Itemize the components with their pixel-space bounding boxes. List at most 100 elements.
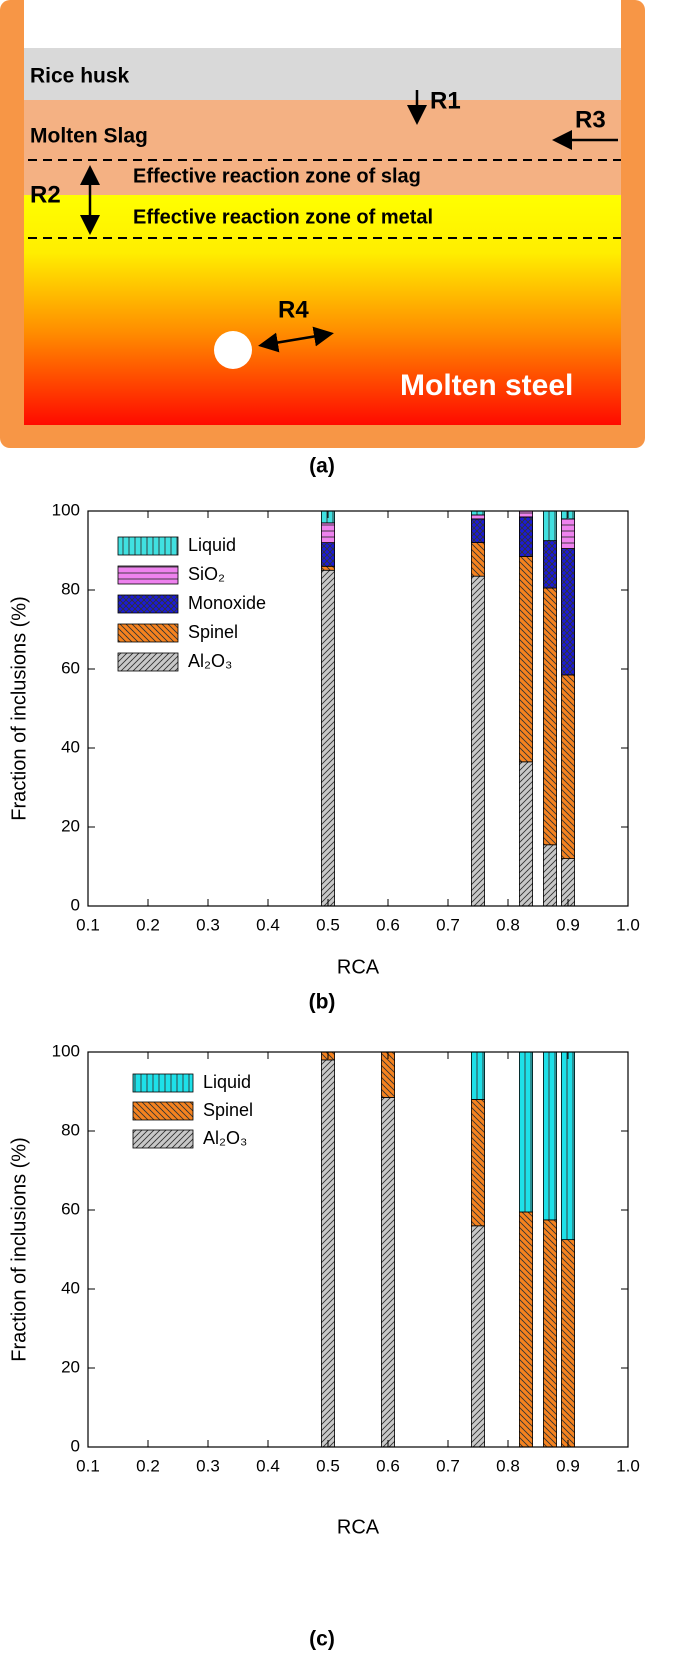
bar-segment (543, 1051, 558, 1221)
x-tick-label: 0.4 (256, 915, 280, 934)
legend-label: Liquid (203, 1072, 251, 1092)
bar-segment (561, 518, 576, 549)
x-tick-label: 0.1 (76, 915, 100, 934)
x-tick-label: 0.7 (436, 915, 460, 934)
bar-segment (320, 522, 335, 543)
legend-swatch (117, 594, 179, 614)
legend-label: Spinel (188, 622, 238, 642)
diagram: Rice husk Molten Slag Effective reaction… (0, 0, 645, 478)
legend-label: Spinel (203, 1100, 253, 1120)
bar-segment (543, 844, 558, 907)
bar-segment (519, 1051, 534, 1213)
legend-swatch (132, 1073, 194, 1093)
legend-label: Al₂O₃ (188, 651, 232, 671)
bar-segment (519, 510, 534, 518)
legend-label: Al₂O₃ (203, 1128, 247, 1148)
bar-segment (519, 556, 534, 763)
bar-segment (561, 858, 576, 907)
x-tick-label: 1.0 (616, 915, 640, 934)
bar-segment (561, 548, 576, 676)
legend-label: Monoxide (188, 593, 266, 613)
bar-segment (543, 1219, 558, 1448)
x-tick-label: 0.3 (196, 915, 220, 934)
bar-segment (519, 761, 534, 907)
slag-layer (24, 100, 621, 195)
reaction-label: R2 (30, 181, 61, 208)
bar-segment (561, 1051, 576, 1241)
bar-segment (519, 516, 534, 557)
y-tick-label: 80 (61, 1120, 80, 1139)
caption: (c) (309, 1628, 335, 1651)
x-tick-label: 0.4 (256, 1456, 280, 1475)
x-tick-label: 0.5 (316, 915, 340, 934)
headspace (24, 0, 621, 48)
x-tick-label: 0.6 (376, 1456, 400, 1475)
y-tick-label: 40 (61, 737, 80, 756)
layer-label: Effective reaction zone of slag (133, 165, 421, 187)
legend-swatch (117, 623, 179, 643)
y-axis-label: Fraction of inclusions (%) (8, 1137, 30, 1362)
bar-segment (470, 518, 485, 544)
x-tick-label: 0.9 (556, 915, 580, 934)
y-tick-label: 20 (61, 1357, 80, 1376)
x-tick-label: 0.9 (556, 1456, 580, 1475)
bar-segment (470, 1099, 485, 1227)
rice-husk-layer (24, 48, 621, 100)
bar-segment (519, 1211, 534, 1448)
bar-segment (470, 514, 485, 520)
plot-frame (87, 510, 629, 907)
y-tick-label: 40 (61, 1278, 80, 1297)
reaction-label: R3 (575, 106, 606, 133)
legend-swatch (132, 1129, 194, 1149)
layer-label: Effective reaction zone of metal (133, 206, 433, 228)
bar-segment (543, 540, 558, 589)
x-tick-label: 0.8 (496, 1456, 520, 1475)
y-axis-label: Fraction of inclusions (%) (8, 596, 30, 821)
y-tick-label: 0 (71, 895, 80, 914)
x-tick-label: 0.8 (496, 915, 520, 934)
chart: 0.1 0.2 0.3 0.4 0.5 0.6 0.7 0.8 0.9 1.0 0 20 40 60 80 1… (8, 1041, 640, 1650)
inclusion (214, 331, 252, 369)
bar-segment (543, 587, 558, 846)
bar-segment (320, 1059, 335, 1448)
y-tick-label: 60 (61, 658, 80, 677)
arrow (258, 326, 334, 353)
reaction-label: R4 (278, 296, 309, 323)
x-tick-label: 1.0 (616, 1456, 640, 1475)
bar-segment (320, 542, 335, 567)
bar-segment (380, 1097, 395, 1448)
steel-layer (24, 195, 621, 425)
bar-segment (470, 1225, 485, 1448)
legend-swatch (117, 652, 179, 672)
reaction-label: R1 (430, 87, 461, 114)
legend-swatch (117, 565, 179, 585)
bar-segment (320, 565, 335, 571)
y-tick-label: 100 (52, 1041, 80, 1060)
chart: 0.1 0.2 0.3 0.4 0.5 0.6 0.7 0.8 0.9 1.0 0 20 40 60 80 1… (8, 500, 640, 1013)
legend-label: Liquid (188, 535, 236, 555)
x-axis-label: RCA (337, 956, 380, 978)
x-tick-label: 0.5 (316, 1456, 340, 1475)
bar-segment (320, 569, 335, 907)
y-tick-label: 60 (61, 1199, 80, 1218)
legend-swatch (132, 1101, 194, 1121)
caption: (a) (309, 455, 335, 478)
layer-label: Molten steel (400, 369, 573, 402)
bar-segment (470, 1051, 485, 1100)
legend-swatch (117, 536, 179, 556)
y-tick-label: 80 (61, 579, 80, 598)
bar-segment (561, 1239, 576, 1448)
x-tick-label: 0.2 (136, 915, 160, 934)
y-tick-label: 20 (61, 816, 80, 835)
x-tick-label: 0.6 (376, 915, 400, 934)
y-tick-label: 100 (52, 500, 80, 519)
x-tick-label: 0.7 (436, 1456, 460, 1475)
caption: (b) (309, 991, 336, 1014)
y-tick-label: 0 (71, 1436, 80, 1455)
x-tick-label: 0.2 (136, 1456, 160, 1475)
bar-segment (470, 542, 485, 577)
layer-label: Molten Slag (30, 125, 148, 148)
layer-label: Rice husk (30, 65, 130, 88)
plot-frame (87, 1051, 629, 1448)
